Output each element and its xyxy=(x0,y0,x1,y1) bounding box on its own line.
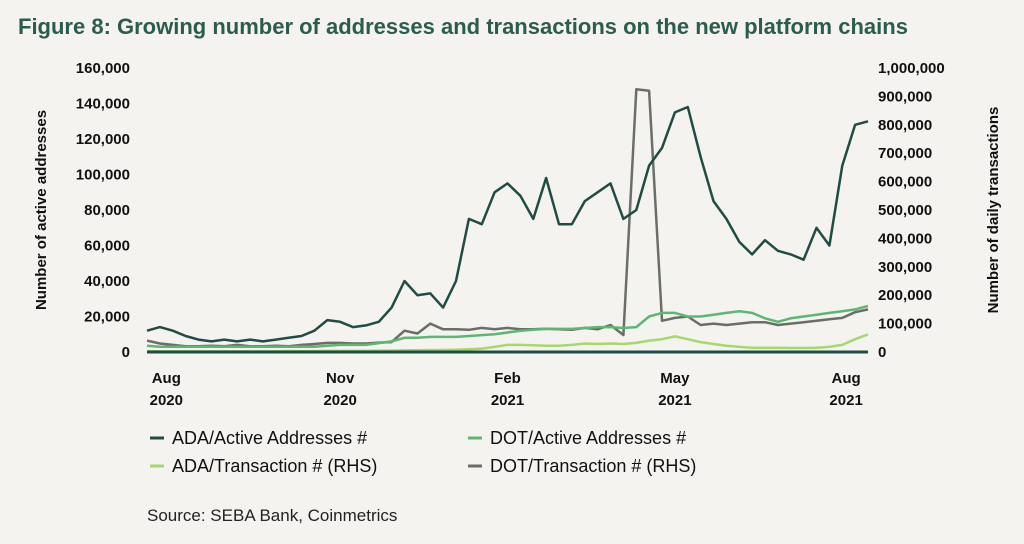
y2-tick-label: 400,000 xyxy=(878,230,932,247)
x-tick-label: 2021 xyxy=(829,392,862,409)
y-tick-label: 40,000 xyxy=(84,273,130,290)
x-tick-label: 2020 xyxy=(323,392,356,409)
y2-tick-label: 100,000 xyxy=(878,316,932,333)
x-tick-label: 2020 xyxy=(150,392,183,409)
x-tick-label: Feb xyxy=(494,370,521,387)
y-tick-label: 60,000 xyxy=(84,238,130,255)
x-tick-label: Aug xyxy=(152,370,181,387)
y2-tick-label: 600,000 xyxy=(878,174,932,191)
x-tick-label: Nov xyxy=(326,370,355,387)
series-line-1 xyxy=(146,304,869,348)
y2-tick-label: 500,000 xyxy=(878,202,932,219)
source-note: Source: SEBA Bank, Coinmetrics xyxy=(147,506,398,525)
y2-tick-label: 0 xyxy=(878,344,886,361)
legend-label: ADA/Active Addresses # xyxy=(172,428,367,448)
y2-tick-label: 800,000 xyxy=(878,117,932,134)
y-tick-label: 140,000 xyxy=(76,96,130,113)
y2-tick-label: 200,000 xyxy=(878,287,932,304)
y2-tick-label: 700,000 xyxy=(878,145,932,162)
y-axis-label: Number of active addresses xyxy=(33,110,50,310)
x-tick-label: Aug xyxy=(832,370,861,387)
y2-tick-label: 1,000,000 xyxy=(878,60,945,77)
series-line-2 xyxy=(146,333,869,353)
y-tick-label: 160,000 xyxy=(76,60,130,77)
legend-label: DOT/Active Addresses # xyxy=(490,428,686,448)
y2-tick-label: 900,000 xyxy=(878,88,932,105)
series-line-0 xyxy=(146,105,869,343)
legend-label: ADA/Transaction # (RHS) xyxy=(172,456,377,476)
x-tick-label: 2021 xyxy=(658,392,691,409)
y2-tick-label: 300,000 xyxy=(878,259,932,276)
y-tick-label: 0 xyxy=(122,344,130,361)
y-tick-label: 120,000 xyxy=(76,131,130,148)
y-tick-label: 20,000 xyxy=(84,309,130,326)
x-tick-label: 2021 xyxy=(491,392,524,409)
chart-title: Figure 8: Growing number of addresses an… xyxy=(18,14,908,39)
series-line-3 xyxy=(146,88,869,348)
x-tick-label: May xyxy=(660,370,690,387)
y-tick-label: 100,000 xyxy=(76,167,130,184)
legend-label: DOT/Transaction # (RHS) xyxy=(490,456,696,476)
y2-axis-label: Number of daily transactions xyxy=(985,107,1002,314)
y-tick-label: 80,000 xyxy=(84,202,130,219)
